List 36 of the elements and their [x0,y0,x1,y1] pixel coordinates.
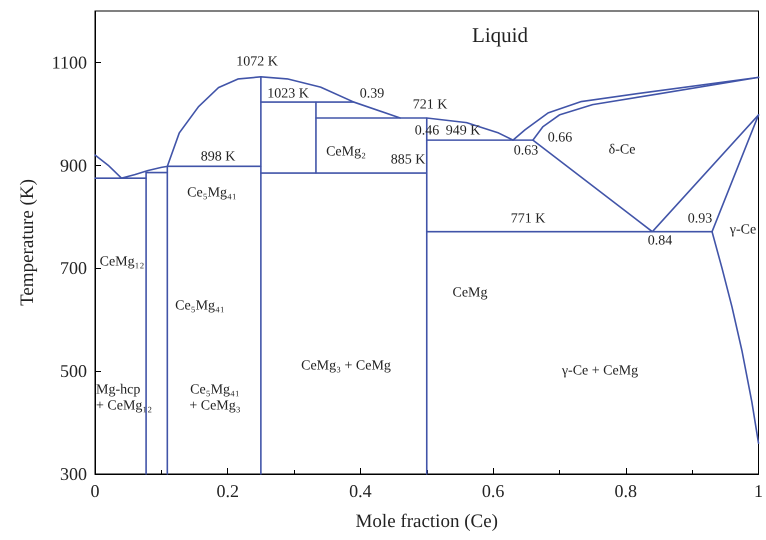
x-tick-label: 0.2 [216,481,239,501]
x-tick-label: 0.6 [482,481,504,501]
y-tick-label: 300 [60,464,87,484]
annotation: 1023 K [267,86,309,102]
annotation: 0.93 [688,212,712,226]
y-tick-label: 1100 [52,52,87,72]
y-tick-label: 500 [60,361,87,382]
x-tick-label: 0.8 [614,481,638,501]
annotation: 771 K [510,212,546,226]
annotation: 0.39 [360,86,384,102]
annotation: CeMg₃ + CeMg [301,358,391,374]
annotation: Ce₅Mg₄₁ [187,186,237,200]
x-axis-title: Mole fraction (Ce) [356,511,498,532]
x-tick-label: 1 [754,481,763,501]
annotation: 0.66 [548,130,572,146]
x-tick-label: 0.4 [349,481,372,501]
annotation: 721 K [412,98,448,112]
annotation: Ce₅Mg₄₁ + CeMg₃ [189,382,241,414]
y-tick-label: 700 [60,258,87,278]
annotation: Ce₅Mg₄₁ [175,298,225,314]
y-tick-label: 900 [60,155,87,176]
x-tick-label: 0 [90,481,100,501]
annotation: 0.84 [648,234,672,248]
annotation: CeMg [452,286,488,300]
annotation: 898 K [200,150,236,164]
annotation: 1072 K [236,54,278,70]
annotation: 885 K [390,152,426,168]
annotation: γ-Ce + CeMg [560,364,638,378]
annotation: 0.63 [514,144,538,158]
annotation: CeMg₁₂ [100,254,144,270]
annotation: CeMg₂ [326,144,366,160]
annotation: 949 K [446,124,480,138]
annotation: Liquid [472,23,528,47]
annotation: γ-Ce [728,222,756,238]
y-axis-title: Temperature (K) [17,179,38,306]
annotation: δ-Ce [608,142,636,158]
